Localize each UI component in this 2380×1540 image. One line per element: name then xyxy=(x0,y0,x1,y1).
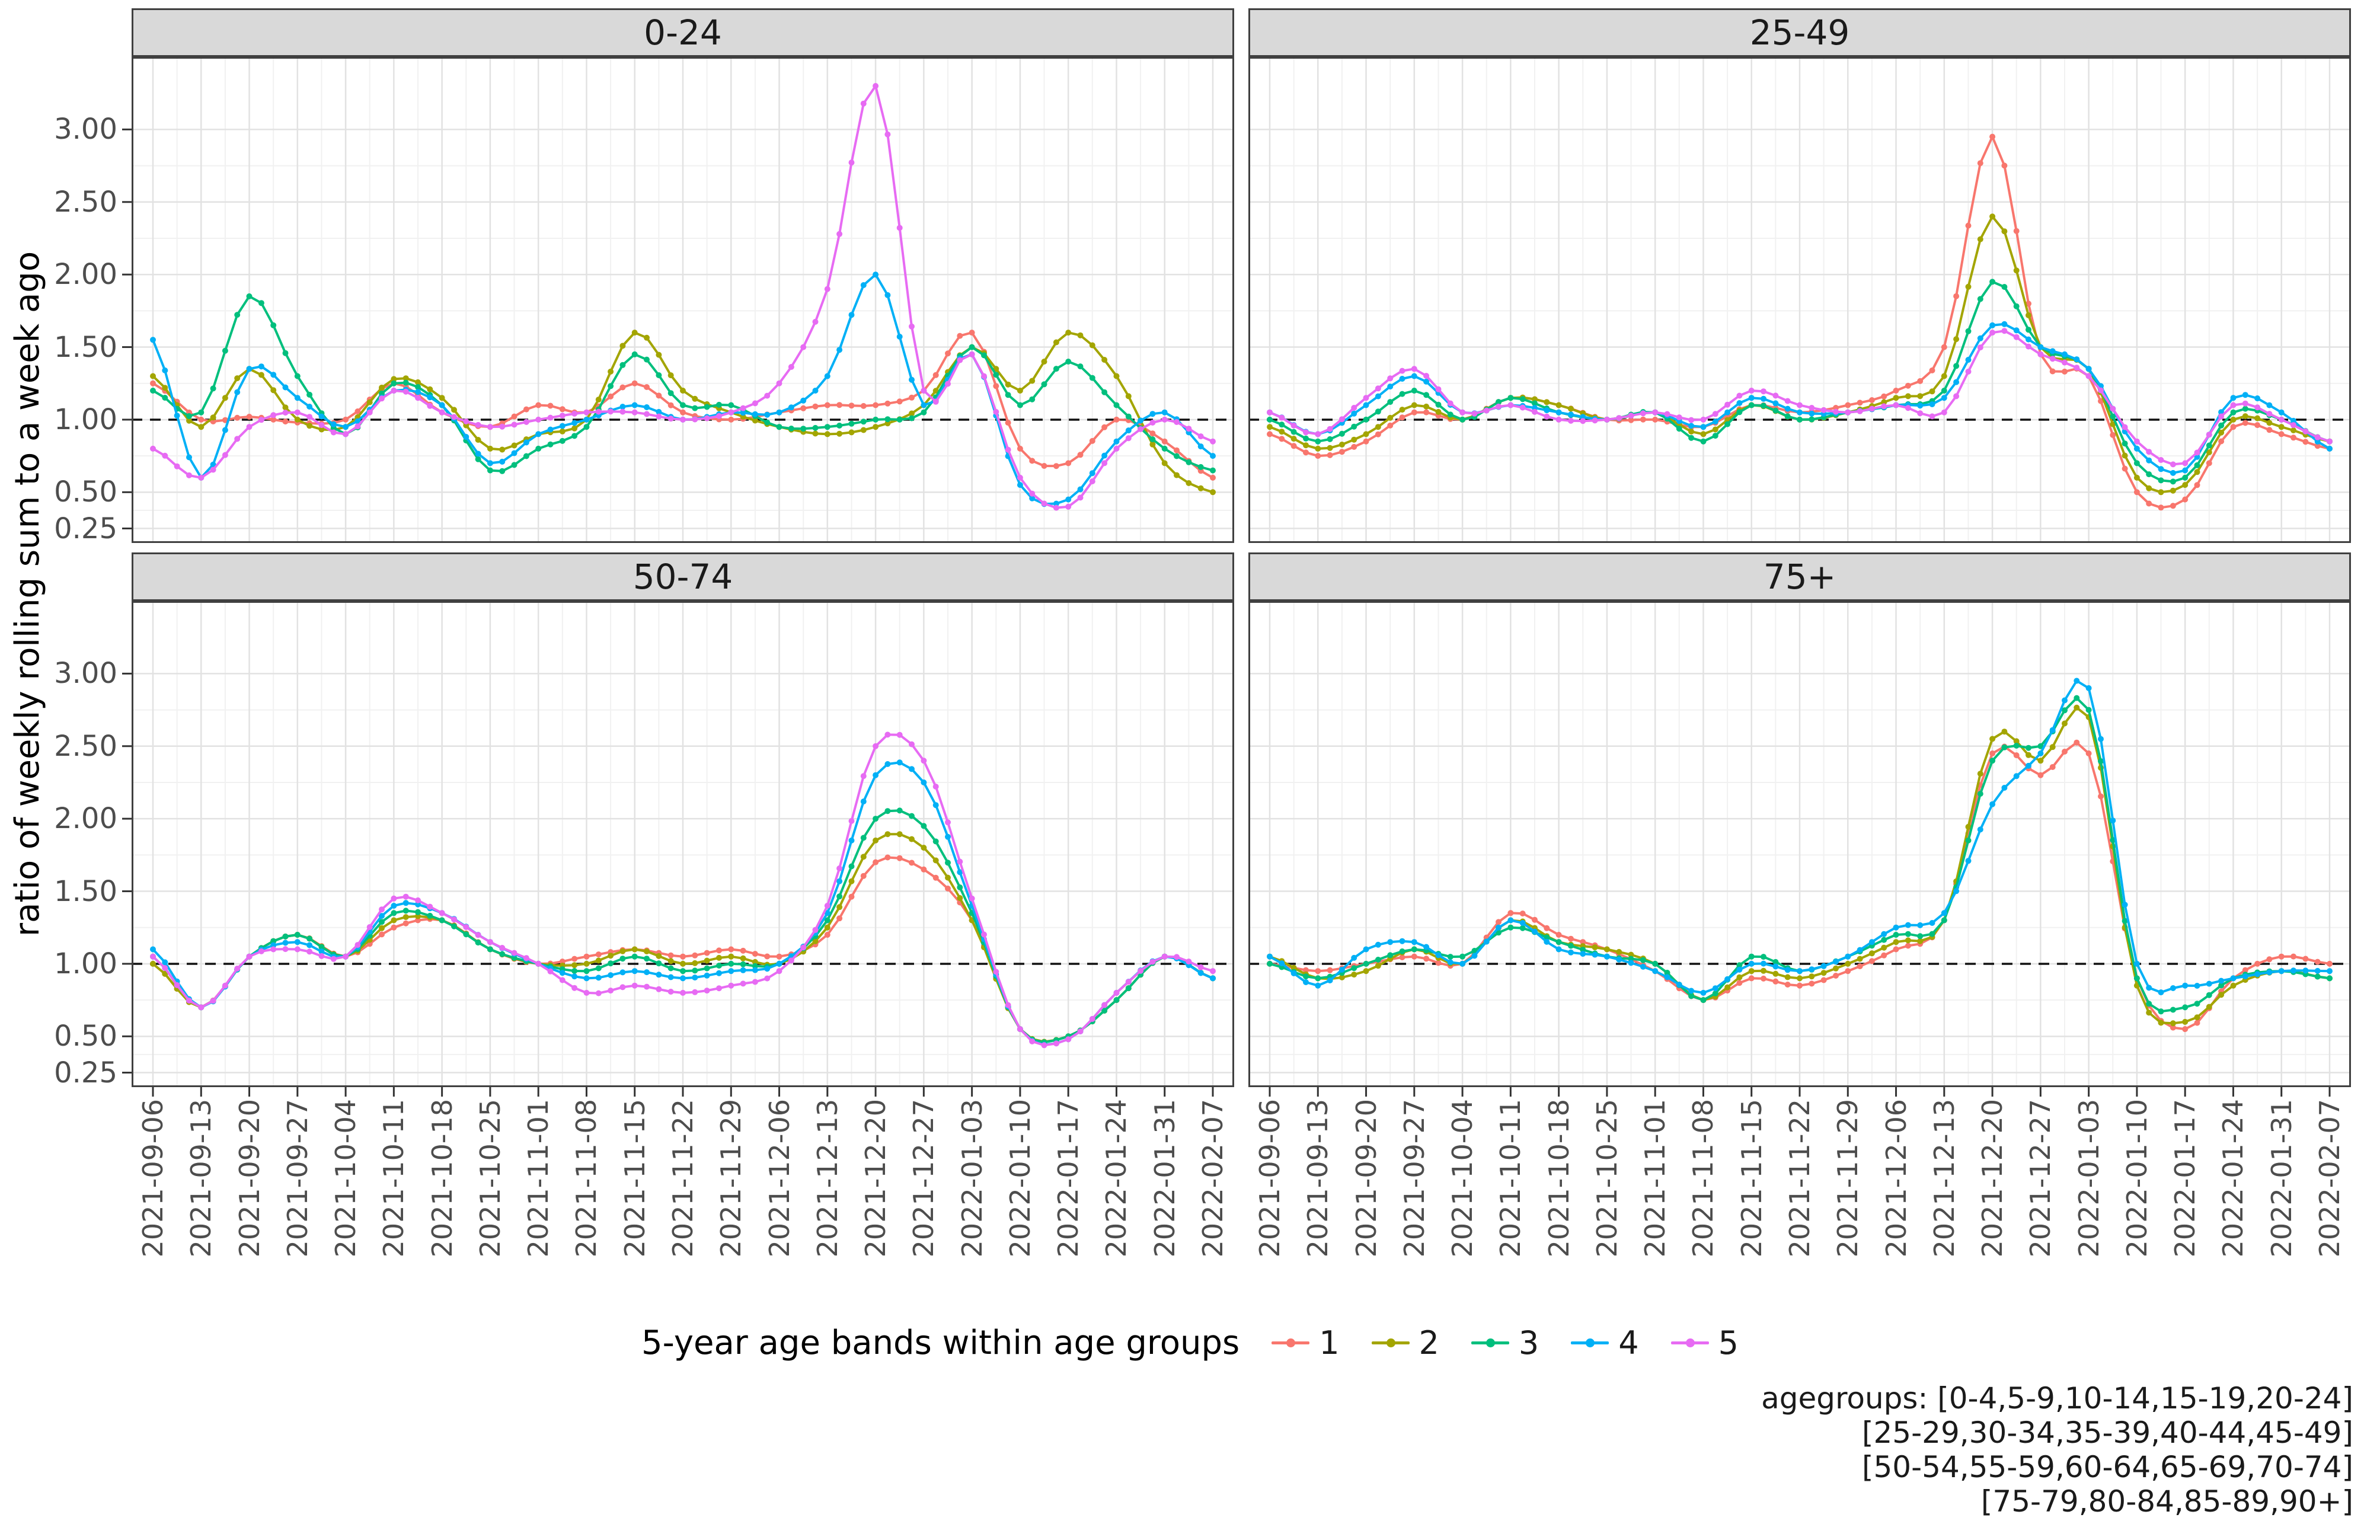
y-axis-tick-labels-row1: 3.00 2.50 2.00 1.50 1.00 0.50 0.25 xyxy=(18,57,117,545)
x-tick-label: 2021-09-20 xyxy=(1350,1099,1382,1258)
legend-item-label: 2 xyxy=(1419,1324,1439,1362)
y-tick-label: 1.50 xyxy=(54,874,117,908)
caption-line: [75-79,80-84,85-89,90+] xyxy=(1980,1484,2353,1519)
y-tick-label: 0.25 xyxy=(54,512,117,545)
caption-line: [50-54,55-59,60-64,65-69,70-74] xyxy=(1861,1450,2353,1484)
x-tick-label: 2021-11-29 xyxy=(715,1099,747,1258)
y-tick-label: 2.00 xyxy=(54,258,117,292)
x-tick-label: 2021-11-29 xyxy=(1832,1099,1864,1258)
y-tick-label: 3.00 xyxy=(54,113,117,146)
legend-item-label: 1 xyxy=(1319,1324,1340,1362)
caption-line: [25-29,30-34,35-39,40-44,45-49] xyxy=(1861,1416,2353,1450)
x-tick-label: 2021-10-18 xyxy=(1542,1099,1575,1258)
y-tick-label: 2.50 xyxy=(54,185,117,219)
x-tick-label: 2021-11-08 xyxy=(1687,1099,1720,1258)
legend-item-2: 2 xyxy=(1371,1324,1439,1362)
y-tick-label: 2.50 xyxy=(54,729,117,763)
x-tick-label: 2021-12-27 xyxy=(2024,1099,2057,1258)
series-1-key-icon xyxy=(1272,1331,1310,1354)
x-tick-label: 2022-01-17 xyxy=(1052,1099,1085,1258)
panel-75plus xyxy=(1248,601,2351,1097)
x-tick-label: 2022-01-10 xyxy=(1004,1099,1036,1258)
x-tick-label: 2022-02-07 xyxy=(1197,1099,1229,1258)
x-tick-label: 2021-11-08 xyxy=(570,1099,603,1258)
x-tick-label: 2021-10-11 xyxy=(1494,1099,1527,1258)
legend: 5-year age bands within age groups 1 2 3… xyxy=(0,1316,2380,1369)
x-tick-label: 2022-01-31 xyxy=(2265,1099,2298,1258)
y-tick-label: 1.50 xyxy=(54,330,117,364)
legend-item-label: 3 xyxy=(1518,1324,1539,1362)
caption-line: agegroups: [0-4,5-9,10-14,15-19,20-24] xyxy=(1761,1381,2353,1416)
facet-strip-0-24: 0-24 xyxy=(132,8,1234,57)
y-axis-tick-labels-row2: 3.00 2.50 2.00 1.50 1.00 0.50 0.25 xyxy=(18,601,117,1089)
x-tick-label: 2021-11-22 xyxy=(1784,1099,1816,1258)
x-tick-label: 2021-11-15 xyxy=(618,1099,651,1258)
x-tick-label: 2021-12-13 xyxy=(1928,1099,1960,1258)
x-tick-label: 2021-10-25 xyxy=(1590,1099,1623,1258)
x-tick-label: 2021-10-04 xyxy=(330,1099,362,1258)
legend-item-5: 5 xyxy=(1670,1324,1739,1362)
facet-strip-50-74: 50-74 xyxy=(132,552,1234,601)
panel-50-74 xyxy=(122,601,1234,1097)
x-tick-label: 2021-12-20 xyxy=(1976,1099,2009,1258)
series-3-key-icon xyxy=(1471,1331,1509,1354)
panel-25-49 xyxy=(1248,57,2351,543)
x-axis-tick-labels-left: 2021-09-06 2021-09-13 2021-09-20 2021-09-27… xyxy=(132,1095,1234,1309)
x-tick-label: 2021-09-13 xyxy=(1302,1099,1334,1258)
x-tick-label: 2022-01-03 xyxy=(956,1099,988,1258)
legend-title: 5-year age bands within age groups xyxy=(641,1323,1240,1362)
x-tick-label: 2021-11-15 xyxy=(1735,1099,1768,1258)
x-tick-label: 2021-09-06 xyxy=(1254,1099,1286,1258)
x-tick-label: 2021-12-06 xyxy=(1880,1099,1912,1258)
legend-item-4: 4 xyxy=(1571,1324,1639,1362)
series-5-key-icon xyxy=(1670,1331,1709,1354)
x-tick-label: 2021-10-25 xyxy=(474,1099,506,1258)
series-4-key-icon xyxy=(1571,1331,1609,1354)
x-tick-label: 2022-01-17 xyxy=(2169,1099,2202,1258)
x-tick-label: 2022-01-24 xyxy=(1100,1099,1133,1258)
y-tick-label: 0.50 xyxy=(54,1020,117,1053)
x-axis-tick-labels-right: 2021-09-06 2021-09-13 2021-09-20 2021-09-27… xyxy=(1248,1095,2351,1309)
x-tick-label: 2022-01-24 xyxy=(2217,1099,2250,1258)
facet-strip-25-49: 25-49 xyxy=(1248,8,2351,57)
y-tick-label: 2.00 xyxy=(54,802,117,836)
y-tick-label: 1.00 xyxy=(54,402,117,436)
y-tick-label: 0.50 xyxy=(54,475,117,509)
x-tick-label: 2021-12-20 xyxy=(860,1099,892,1258)
x-tick-label: 2022-01-03 xyxy=(2072,1099,2105,1258)
legend-item-1: 1 xyxy=(1272,1324,1340,1362)
x-tick-label: 2021-11-01 xyxy=(1639,1099,1672,1258)
x-tick-label: 2021-12-13 xyxy=(811,1099,844,1258)
x-tick-label: 2021-12-27 xyxy=(908,1099,940,1258)
y-tick-label: 3.00 xyxy=(54,657,117,691)
y-tick-label: 1.00 xyxy=(54,947,117,980)
x-tick-label: 2021-10-11 xyxy=(378,1099,410,1258)
x-tick-label: 2021-12-06 xyxy=(763,1099,796,1258)
legend-item-label: 5 xyxy=(1718,1324,1739,1362)
facet-strip-75plus: 75+ xyxy=(1248,552,2351,601)
x-tick-label: 2021-09-13 xyxy=(185,1099,218,1258)
x-tick-label: 2021-11-22 xyxy=(667,1099,699,1258)
x-tick-label: 2021-10-04 xyxy=(1446,1099,1479,1258)
x-tick-label: 2021-09-27 xyxy=(1398,1099,1430,1258)
x-tick-label: 2021-11-01 xyxy=(522,1099,555,1258)
x-tick-label: 2021-10-18 xyxy=(426,1099,458,1258)
legend-item-label: 4 xyxy=(1618,1324,1639,1362)
x-tick-label: 2021-09-27 xyxy=(281,1099,314,1258)
x-tick-label: 2021-09-20 xyxy=(233,1099,266,1258)
x-tick-label: 2021-09-06 xyxy=(137,1099,169,1258)
x-tick-label: 2022-01-10 xyxy=(2120,1099,2153,1258)
panel-0-24 xyxy=(122,57,1234,543)
y-tick-label: 0.25 xyxy=(54,1056,117,1089)
x-tick-label: 2022-02-07 xyxy=(2314,1099,2346,1258)
x-tick-label: 2022-01-31 xyxy=(1148,1099,1181,1258)
caption: agegroups: [0-4,5-9,10-14,15-19,20-24] [… xyxy=(1761,1381,2353,1519)
series-2-key-icon xyxy=(1371,1331,1410,1354)
legend-item-3: 3 xyxy=(1471,1324,1539,1362)
